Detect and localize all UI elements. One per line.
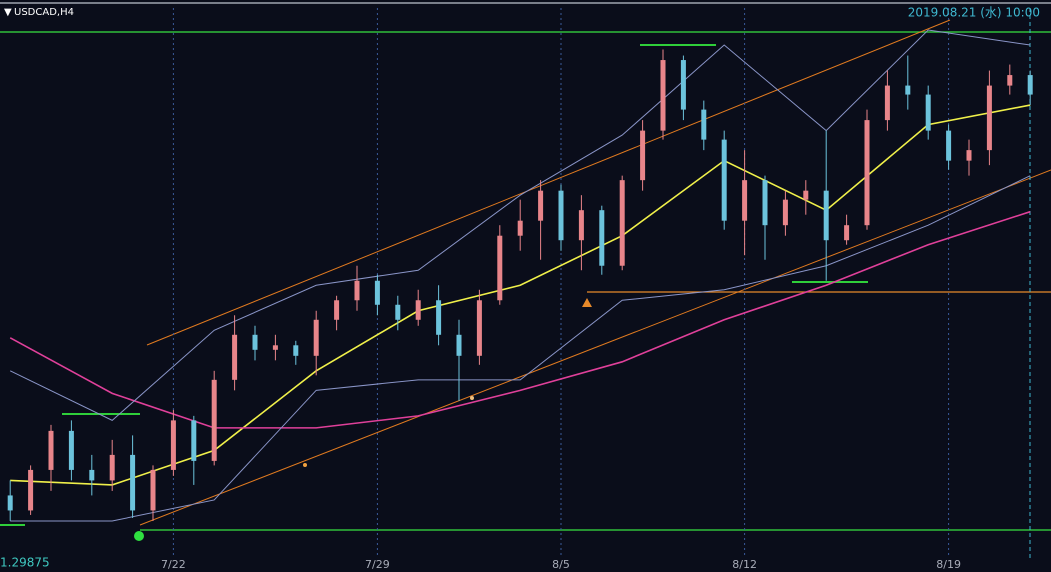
time-label: 2019.08.21 (水) 10:00	[908, 6, 1040, 20]
plot-area: 7/22 7/29 8/5 8/12 8/19	[7, 8, 1033, 571]
candle-body	[272, 345, 278, 350]
signal-arrow	[582, 298, 592, 307]
candle-body	[680, 60, 686, 110]
candle-body	[497, 235, 503, 301]
candle-body	[905, 85, 911, 95]
candle-body	[68, 430, 74, 470]
candle-body	[354, 280, 360, 301]
candle-body	[782, 199, 788, 226]
candle-body	[925, 94, 931, 131]
candle-body	[966, 150, 972, 161]
x-tick-label: 7/22	[161, 558, 186, 571]
candle-body	[89, 469, 95, 481]
candle-body	[211, 379, 217, 461]
x-tick-label: 8/12	[732, 558, 757, 571]
candle-body	[395, 304, 401, 320]
anchor-dot	[303, 463, 307, 467]
candle-body	[150, 469, 156, 511]
candle-body	[191, 420, 197, 461]
indicator-line	[9, 210, 1031, 429]
candle-body	[1027, 75, 1033, 95]
candle-body	[660, 60, 666, 131]
candle-body	[170, 420, 176, 470]
dropdown-icon[interactable]: ▼	[4, 7, 12, 18]
candle-body	[232, 334, 238, 380]
anchor-dot	[470, 396, 474, 400]
candle-body	[313, 319, 319, 356]
candle-body	[7, 495, 13, 511]
candle-body	[476, 300, 482, 356]
candle-body	[762, 180, 768, 226]
price-label: 1.29875	[0, 556, 50, 570]
candle-body	[884, 85, 890, 121]
channel-upper	[146, 19, 951, 346]
candle-body	[334, 300, 340, 320]
candle-body	[640, 130, 646, 181]
candle-body	[374, 280, 380, 305]
candle-body	[293, 345, 299, 356]
candle-body	[252, 334, 258, 350]
candle-body	[130, 454, 136, 511]
candle-body	[844, 225, 850, 241]
candle-body	[864, 120, 870, 226]
x-tick-label: 8/5	[552, 558, 570, 571]
candle-body	[619, 180, 625, 266]
candle-body	[701, 109, 707, 140]
candle-body	[946, 130, 952, 161]
candle-body	[1007, 75, 1013, 86]
candle-body	[599, 210, 605, 266]
candle-body	[517, 220, 523, 236]
candle-body	[823, 190, 829, 241]
signal-dot	[134, 531, 144, 541]
candle-body	[986, 85, 992, 151]
candle-body	[28, 469, 34, 511]
indicator-line	[9, 29, 1031, 421]
candle-body	[415, 300, 421, 320]
candle-body	[558, 190, 564, 241]
candle-body	[456, 334, 462, 356]
symbol-label: USDCAD,H4	[14, 7, 74, 18]
candle-body	[48, 430, 54, 470]
candle-body	[803, 190, 809, 200]
indicator-line	[10, 175, 1031, 522]
candle-body	[742, 180, 748, 221]
candle-body	[109, 454, 115, 481]
candle-body	[436, 300, 442, 335]
candle-body	[538, 190, 544, 221]
x-tick-label: 7/29	[365, 558, 390, 571]
candle-body	[578, 210, 584, 241]
indicator-line	[10, 104, 1031, 486]
candle-body	[721, 139, 727, 221]
x-tick-label: 8/19	[936, 558, 961, 571]
channel-lower	[139, 169, 1051, 526]
